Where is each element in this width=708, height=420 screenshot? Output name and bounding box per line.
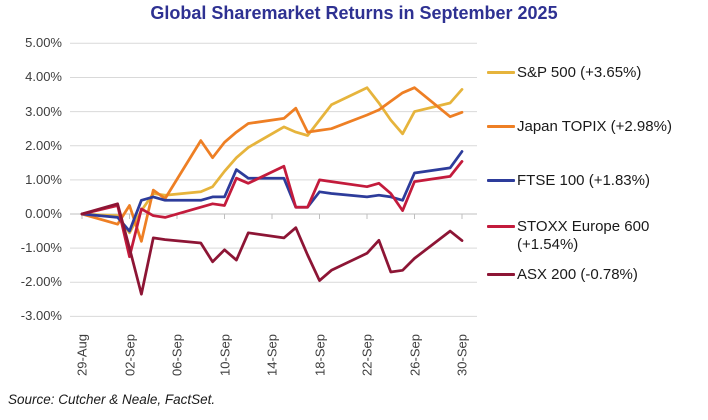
- y-axis-tick-label: -3.00%: [20, 308, 62, 324]
- legend-label: ASX 200 (-0.78%): [517, 266, 638, 283]
- legend-item: Japan TOPIX (+2.98%): [487, 118, 702, 136]
- legend-swatch-icon: [487, 273, 515, 276]
- y-axis-tick-label: 1.00%: [25, 171, 62, 187]
- y-axis-tick-label: -1.00%: [20, 240, 62, 256]
- y-axis-tick-label: 2.00%: [25, 137, 62, 153]
- y-axis-tick-label: 3.00%: [25, 103, 62, 119]
- y-axis-tick-label: -2.00%: [20, 274, 62, 290]
- source-note: Source: Cutcher & Neale, FactSet.: [8, 392, 216, 407]
- x-axis-tick-label: 18-Sep: [312, 334, 327, 376]
- y-axis-tick-label: 5.00%: [25, 35, 62, 51]
- series-line-stoxx-europe-600: [80, 160, 464, 259]
- y-axis-tick-label: 4.00%: [25, 69, 62, 85]
- y-axis-tick-label: 0.00%: [25, 206, 62, 221]
- x-axis-tick-label: 10-Sep: [217, 334, 232, 376]
- series-line-japan-topix: [80, 86, 464, 243]
- legend-swatch-icon: [487, 71, 515, 74]
- x-axis-tick-label: 29-Aug: [74, 334, 90, 376]
- legend-swatch-icon: [487, 125, 515, 128]
- legend-item: FTSE 100 (+1.83%): [487, 172, 702, 190]
- x-axis-tick-label: 06-Sep: [169, 334, 185, 376]
- legend-swatch-icon: [487, 225, 515, 228]
- legend-item: S&P 500 (+3.65%): [487, 64, 702, 82]
- legend-label: S&P 500 (+3.65%): [517, 64, 642, 81]
- x-axis-tick-label: 14-Sep: [264, 334, 280, 376]
- x-axis-tick-label: 02-Sep: [122, 334, 137, 376]
- legend-item: ASX 200 (-0.78%): [487, 266, 702, 284]
- series-line-s-p-500: [80, 86, 464, 235]
- legend-swatch-icon: [487, 179, 515, 182]
- x-axis-tick-label: 22-Sep: [359, 334, 375, 376]
- legend-label: STOXX Europe 600 (+1.54%): [517, 218, 650, 253]
- chart-title: Global Sharemarket Returns in September …: [150, 3, 558, 23]
- series-line-asx-200: [80, 202, 464, 296]
- legend-label: FTSE 100 (+1.83%): [517, 172, 650, 189]
- legend-label: Japan TOPIX (+2.98%): [517, 118, 672, 135]
- x-axis-tick-label: 26-Sep: [407, 334, 422, 376]
- x-axis-tick-label: 30-Sep: [454, 334, 470, 376]
- legend-item: STOXX Europe 600 (+1.54%): [487, 218, 702, 254]
